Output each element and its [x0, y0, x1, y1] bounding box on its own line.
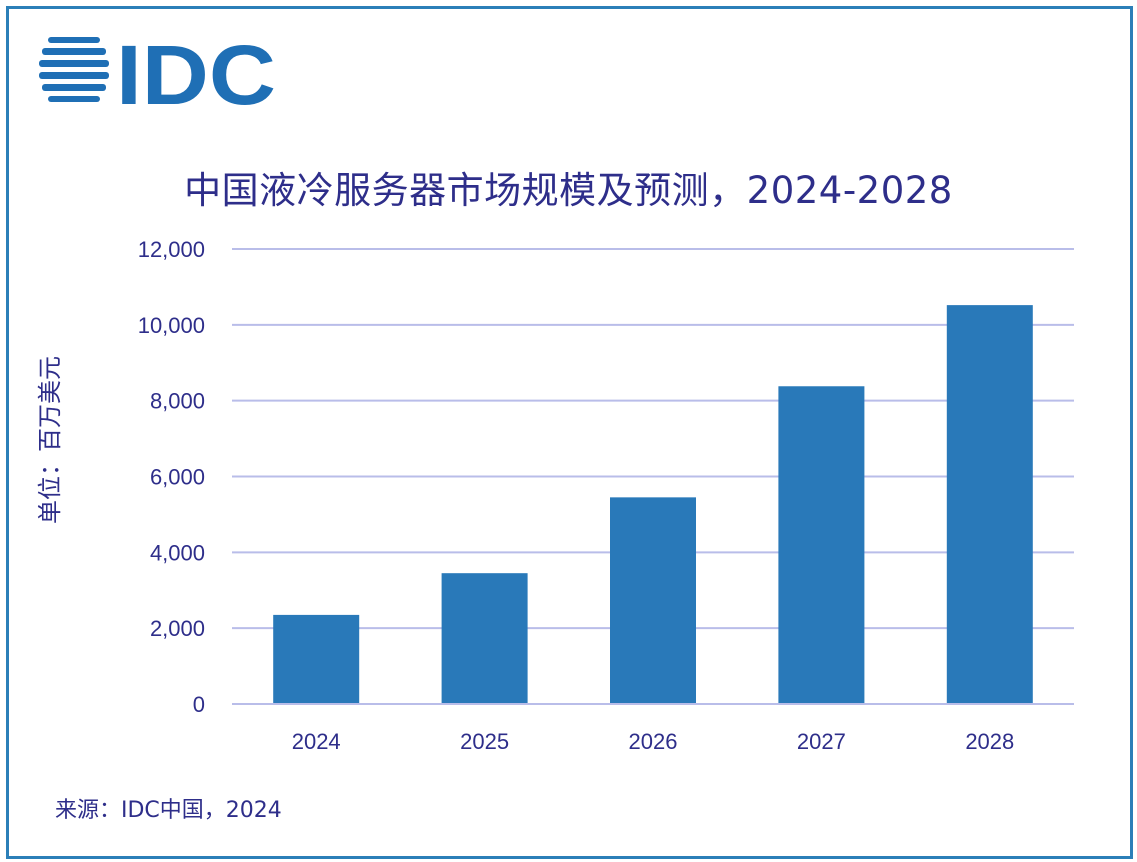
source-note: 来源：IDC中国，2024: [55, 798, 282, 823]
bar: [610, 497, 696, 704]
x-tick-label: 2025: [460, 729, 509, 754]
logo-text: IDC: [116, 34, 276, 110]
y-tick-label: 10,000: [138, 313, 205, 338]
y-tick-label: 2,000: [150, 616, 205, 641]
y-tick-label: 6,000: [150, 465, 205, 490]
x-tick-label: 2028: [965, 729, 1014, 754]
y-tick-label: 12,000: [138, 237, 205, 262]
x-tick-label: 2027: [797, 729, 846, 754]
bar: [946, 305, 1033, 704]
x-tick-label: 2024: [292, 729, 341, 754]
y-tick-label: 4,000: [150, 540, 205, 565]
bar: [778, 386, 865, 704]
bar: [273, 614, 360, 704]
bar: [441, 573, 528, 704]
y-tick-label: 0: [193, 692, 205, 717]
y-tick-label: 8,000: [150, 389, 205, 414]
idc-logo: IDC: [39, 34, 276, 110]
x-tick-label: 2026: [629, 729, 678, 754]
chart-title: 中国液冷服务器市场规模及预测，2024-2028: [184, 169, 953, 212]
chart-frame: [6, 6, 1133, 859]
